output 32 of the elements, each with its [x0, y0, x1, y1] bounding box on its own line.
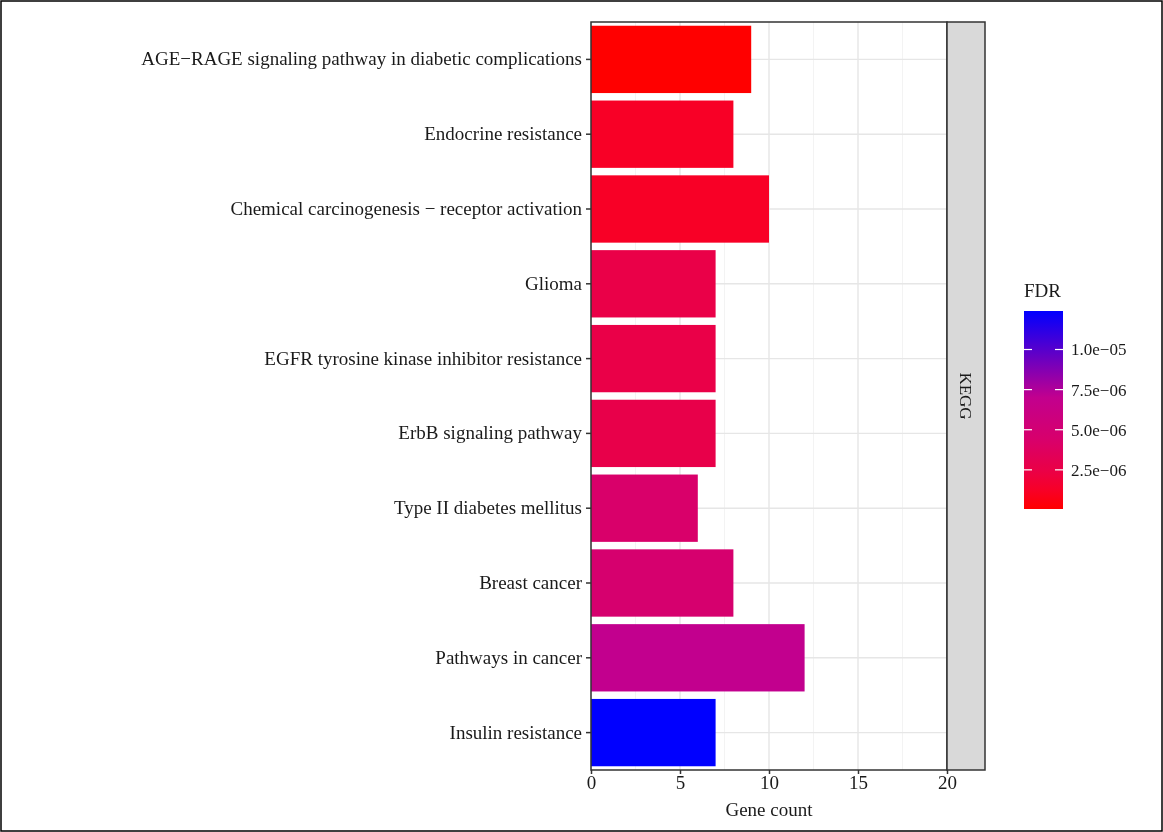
- bar: [591, 698, 716, 767]
- bar: [591, 175, 769, 243]
- color-bar-label: 2.5e−06: [1071, 460, 1127, 480]
- y-tick-label: Type II diabetes mellitus: [393, 497, 582, 519]
- y-tick-label: Glioma: [525, 272, 583, 294]
- x-axis-title: Gene count: [725, 799, 814, 820]
- y-tick-label: ErbB signaling pathway: [398, 422, 583, 444]
- bar: [591, 324, 716, 393]
- bar: [591, 624, 805, 692]
- y-tick-label: Pathways in cancer: [435, 646, 583, 668]
- y-tick-label: EGFR tyrosine kinase inhibitor resistance: [264, 347, 582, 369]
- text: KEGG: [956, 372, 975, 420]
- x-tick-label: 0: [586, 772, 597, 794]
- y-tick-label: Breast cancer: [479, 572, 583, 594]
- bar: [591, 549, 734, 617]
- y-tick-label: AGE−RAGE signaling pathway in diabetic complications: [141, 48, 582, 70]
- color-bar-label: 1.0e−05: [1071, 340, 1127, 360]
- color-bar-label: 7.5e−06: [1071, 380, 1127, 400]
- x-tick-label: 20: [938, 772, 957, 794]
- bar: [591, 474, 698, 542]
- bar: [591, 25, 752, 94]
- x-tick-label: 10: [760, 772, 779, 794]
- bar: [591, 250, 716, 318]
- y-tick-label: Insulin resistance: [449, 721, 582, 743]
- y-tick-label: Endocrine resistance: [424, 123, 582, 145]
- x-tick-label: 5: [675, 772, 686, 794]
- color-bar-label: 5.0e−06: [1071, 420, 1127, 440]
- x-tick-label: 15: [849, 772, 868, 794]
- y-tick-label: Chemical carcinogenesis − receptor activation: [230, 198, 583, 220]
- bar: [591, 100, 734, 168]
- bar: [591, 399, 716, 468]
- color-bar-title: FDR: [1024, 280, 1062, 301]
